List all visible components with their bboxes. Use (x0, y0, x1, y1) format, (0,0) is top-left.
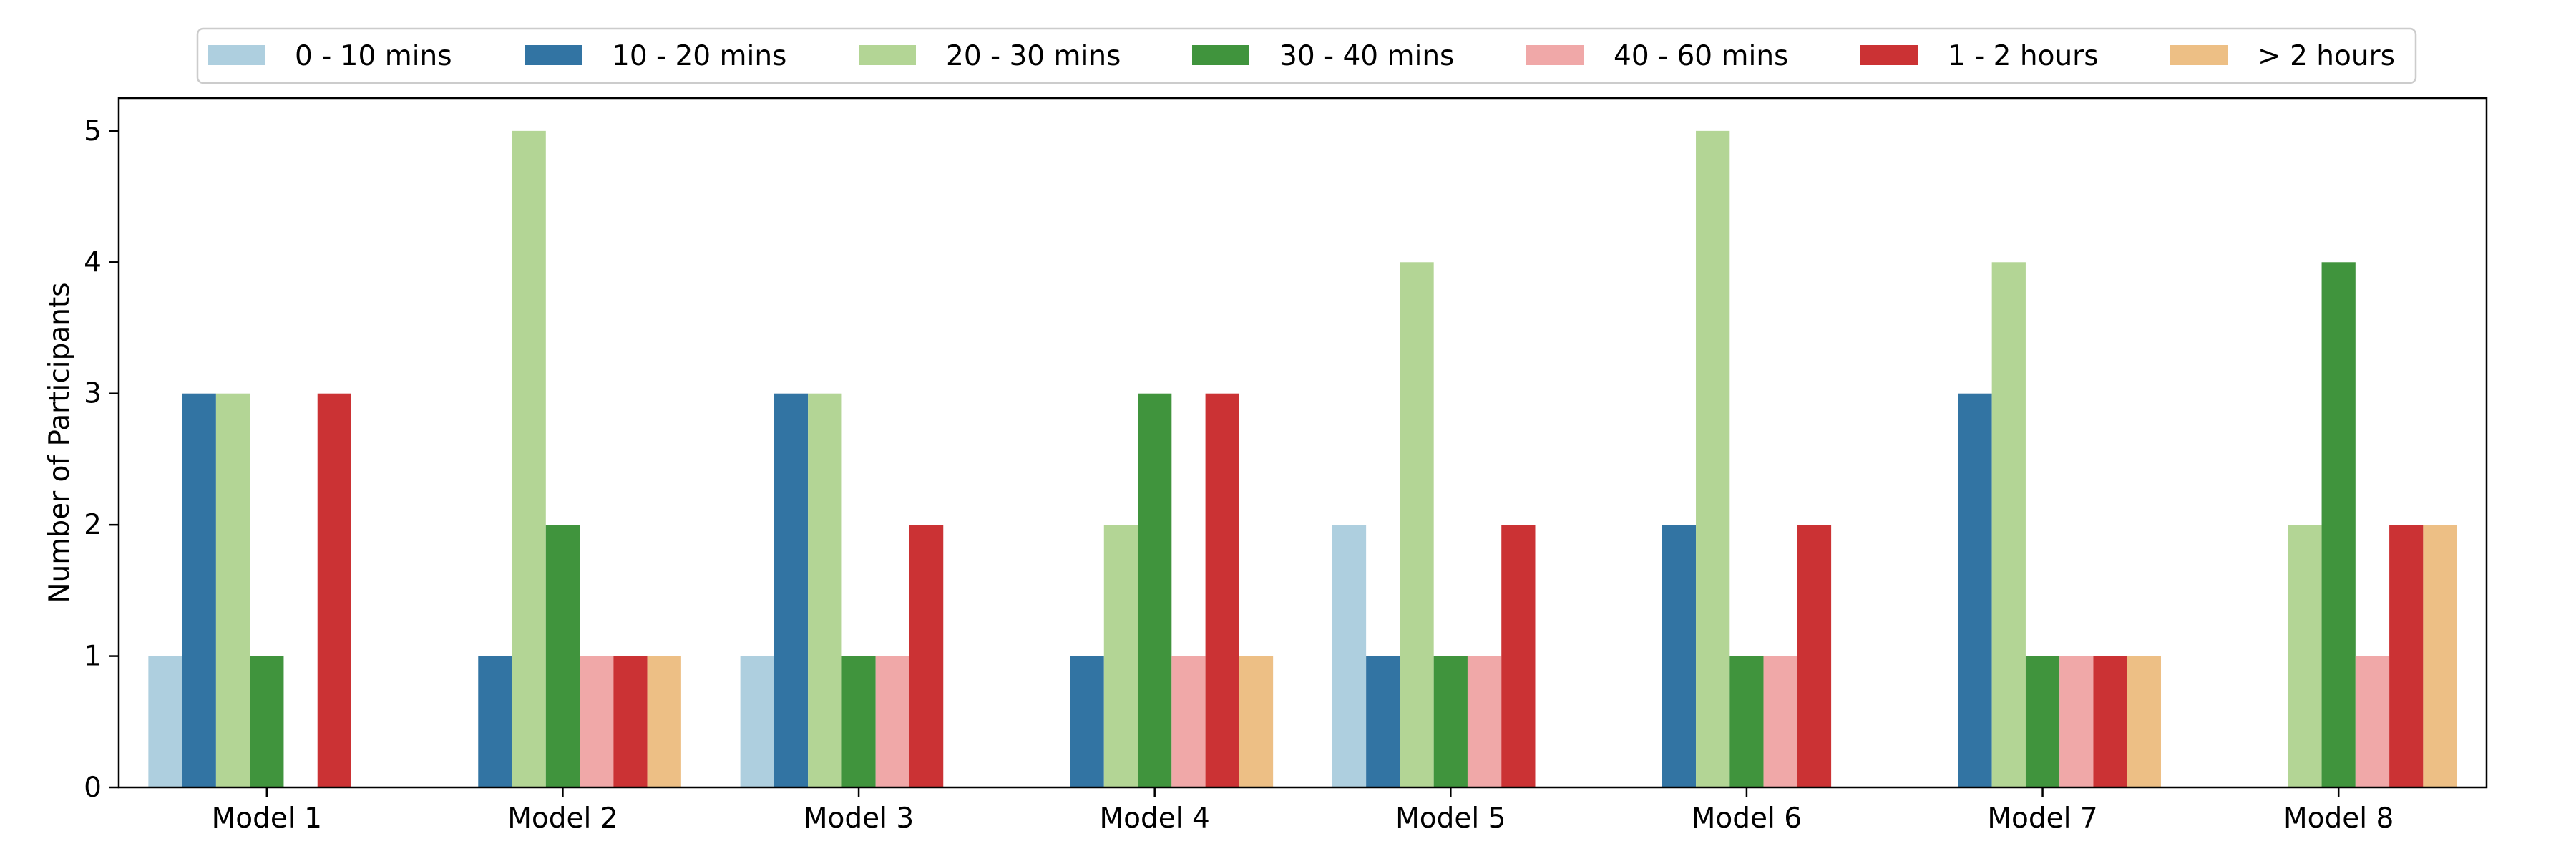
bar (1205, 393, 1239, 787)
bar-marks (148, 130, 2457, 788)
x-tick-label: Model 8 (2283, 802, 2394, 835)
y-tick-label: 4 (84, 246, 102, 278)
bar (1433, 656, 1468, 787)
y-tick-label: 5 (84, 115, 102, 147)
bar (774, 393, 809, 787)
y-axis: 0 1 2 3 4 5 (84, 115, 119, 804)
bar (478, 656, 512, 787)
legend-label: 40 - 60 mins (1614, 40, 1788, 72)
legend-label: 20 - 30 mins (946, 40, 1121, 72)
bar (1991, 262, 2026, 787)
legend-swatch (1526, 45, 1584, 65)
legend-swatch (2170, 45, 2228, 65)
bar (148, 656, 182, 787)
x-tick-label: Model 7 (1987, 802, 2097, 835)
bar (1696, 130, 1730, 788)
bar (317, 393, 351, 787)
bar (1958, 393, 1992, 787)
bar (1070, 656, 1104, 787)
bar (2127, 656, 2162, 787)
legend-label: 10 - 20 mins (612, 40, 786, 72)
bar (545, 525, 580, 787)
bar (909, 525, 944, 787)
y-tick-label: 1 (84, 641, 102, 673)
bar (875, 656, 909, 787)
bar (2059, 656, 2094, 787)
bar (2355, 656, 2390, 787)
bar (182, 393, 216, 787)
bar (1138, 393, 1172, 787)
y-tick-label: 2 (84, 509, 102, 541)
legend-swatch (525, 45, 582, 65)
bar (250, 656, 284, 787)
bar (2093, 656, 2127, 787)
y-axis-label: Number of Participants (44, 282, 76, 603)
x-axis: Model 1 Model 2 Model 3 Model 4 Model 5 Model… (212, 787, 2394, 835)
bar (2423, 525, 2457, 787)
legend-swatch (1860, 45, 1918, 65)
bar (1501, 525, 1536, 787)
bar (1239, 656, 1274, 787)
legend-label: > 2 hours (2258, 40, 2395, 72)
x-tick-label: Model 6 (1692, 802, 1802, 835)
bar (1400, 262, 1434, 787)
bar (2321, 262, 2356, 787)
bar (740, 656, 774, 787)
bar (1729, 656, 1764, 787)
legend: 0 - 10 mins 10 - 20 mins 20 - 30 mins 30 - … (196, 27, 2417, 84)
bar (1797, 525, 1832, 787)
legend-label: 30 - 40 mins (1279, 40, 1454, 72)
bar (841, 656, 876, 787)
bar (1103, 525, 1138, 787)
y-tick-label: 0 (84, 772, 102, 804)
bar (647, 656, 681, 787)
bar (1366, 656, 1400, 787)
y-tick-label: 3 (84, 378, 102, 410)
x-tick-label: Model 4 (1100, 802, 1210, 835)
bar (1662, 525, 1697, 787)
bar (215, 393, 250, 787)
bar (1467, 656, 1502, 787)
legend-swatch (859, 45, 916, 65)
x-tick-label: Model 5 (1395, 802, 1506, 835)
plot-area-frame (117, 97, 2488, 789)
bar (808, 393, 842, 787)
bar (1171, 656, 1206, 787)
bar (512, 130, 546, 788)
x-tick-label: Model 1 (212, 802, 322, 835)
legend-frame (196, 27, 2417, 84)
legend-swatch (1192, 45, 1249, 65)
bar (580, 656, 614, 787)
legend-label: 0 - 10 mins (295, 40, 452, 72)
x-tick-label: Model 2 (507, 802, 618, 835)
bar (2025, 656, 2060, 787)
bar (1763, 656, 1797, 787)
bar (2389, 525, 2424, 787)
bar (613, 656, 648, 787)
legend-swatch (208, 45, 265, 65)
bar (2288, 525, 2322, 787)
x-tick-label: Model 3 (804, 802, 914, 835)
bar (1332, 525, 1367, 787)
legend-label: 1 - 2 hours (1948, 40, 2099, 72)
